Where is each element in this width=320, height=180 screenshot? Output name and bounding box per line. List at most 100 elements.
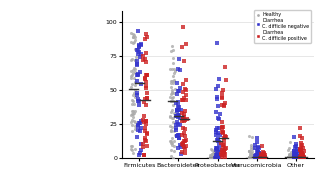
- Point: [215, 138, 220, 141]
- Point: [260, 151, 266, 154]
- Point: [211, 157, 216, 160]
- Point: [246, 157, 252, 160]
- Point: [135, 73, 140, 76]
- Point: [142, 129, 148, 132]
- Point: [259, 154, 264, 157]
- Point: [180, 118, 186, 121]
- Point: [133, 58, 138, 61]
- Point: [249, 155, 254, 158]
- Point: [135, 98, 140, 100]
- Point: [293, 155, 299, 158]
- Point: [297, 135, 302, 138]
- Point: [132, 112, 137, 115]
- Point: [211, 156, 216, 159]
- Point: [249, 156, 254, 159]
- Point: [220, 144, 226, 147]
- Point: [129, 123, 134, 126]
- Point: [291, 152, 296, 155]
- Point: [169, 148, 174, 151]
- Point: [129, 58, 134, 61]
- Point: [294, 148, 300, 151]
- Point: [287, 157, 292, 160]
- Point: [223, 102, 228, 105]
- Point: [217, 154, 222, 157]
- Point: [288, 156, 293, 159]
- Point: [168, 142, 173, 145]
- Point: [289, 156, 294, 159]
- Point: [129, 76, 134, 79]
- Point: [177, 87, 182, 90]
- Point: [297, 157, 302, 160]
- Point: [219, 95, 224, 98]
- Point: [209, 156, 214, 159]
- Point: [217, 148, 222, 151]
- Point: [137, 121, 142, 124]
- Point: [219, 126, 224, 129]
- Point: [261, 153, 267, 156]
- Point: [298, 154, 303, 157]
- Point: [294, 152, 299, 155]
- Point: [169, 80, 174, 83]
- Point: [250, 157, 255, 160]
- Point: [262, 156, 267, 159]
- Point: [172, 145, 177, 148]
- Point: [255, 157, 260, 160]
- Point: [173, 129, 179, 132]
- Point: [175, 133, 180, 136]
- Point: [142, 37, 147, 40]
- Point: [247, 150, 252, 153]
- Point: [129, 144, 134, 147]
- Point: [180, 99, 185, 102]
- Point: [171, 78, 176, 81]
- Point: [287, 156, 292, 159]
- Point: [168, 115, 173, 118]
- Point: [222, 150, 227, 153]
- Point: [140, 146, 146, 149]
- Point: [289, 156, 294, 159]
- Point: [175, 116, 180, 118]
- Point: [209, 156, 214, 158]
- Point: [211, 157, 216, 159]
- Point: [260, 154, 265, 157]
- Point: [292, 155, 297, 158]
- Point: [130, 74, 135, 76]
- Point: [131, 34, 136, 37]
- Point: [259, 144, 264, 147]
- Point: [248, 156, 253, 159]
- Point: [169, 93, 174, 96]
- Point: [141, 143, 146, 145]
- Point: [247, 156, 252, 159]
- Point: [299, 155, 304, 158]
- Point: [211, 156, 216, 159]
- Point: [180, 83, 185, 86]
- Point: [295, 153, 300, 156]
- Point: [256, 156, 261, 159]
- Point: [130, 100, 135, 102]
- Point: [288, 156, 293, 159]
- Point: [140, 119, 146, 122]
- Point: [247, 155, 252, 158]
- Point: [301, 156, 307, 159]
- Point: [144, 145, 149, 148]
- Point: [261, 155, 266, 158]
- Point: [137, 122, 142, 124]
- Point: [222, 137, 227, 140]
- Point: [170, 49, 175, 51]
- Point: [207, 157, 212, 160]
- Point: [210, 157, 215, 160]
- Point: [210, 148, 215, 151]
- Point: [248, 144, 253, 147]
- Point: [286, 153, 291, 156]
- Point: [294, 155, 300, 158]
- Point: [211, 151, 216, 154]
- Point: [292, 157, 297, 160]
- Point: [169, 97, 174, 100]
- Point: [297, 156, 302, 159]
- Point: [220, 131, 226, 134]
- Point: [178, 124, 183, 127]
- Point: [255, 157, 260, 160]
- Point: [287, 157, 292, 160]
- Point: [285, 156, 290, 158]
- Point: [139, 43, 144, 46]
- Point: [262, 157, 267, 159]
